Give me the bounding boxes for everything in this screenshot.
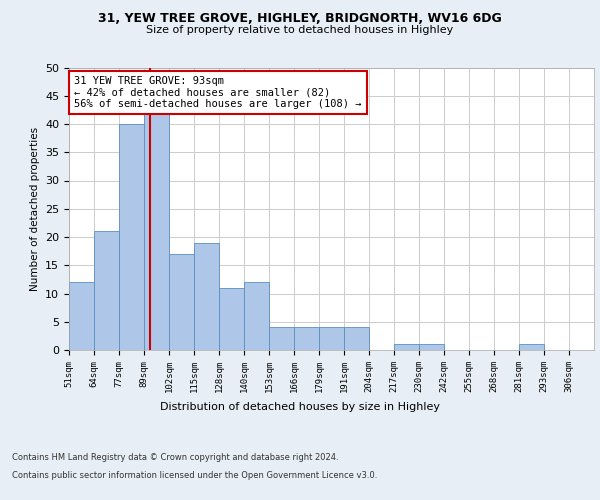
Bar xyxy=(519,344,544,350)
Bar xyxy=(394,344,419,350)
Text: Contains HM Land Registry data © Crown copyright and database right 2024.: Contains HM Land Registry data © Crown c… xyxy=(12,454,338,462)
Text: 31, YEW TREE GROVE, HIGHLEY, BRIDGNORTH, WV16 6DG: 31, YEW TREE GROVE, HIGHLEY, BRIDGNORTH,… xyxy=(98,12,502,26)
Bar xyxy=(319,328,344,350)
Bar xyxy=(419,344,444,350)
Bar xyxy=(144,112,169,350)
Text: 31 YEW TREE GROVE: 93sqm
← 42% of detached houses are smaller (82)
56% of semi-d: 31 YEW TREE GROVE: 93sqm ← 42% of detach… xyxy=(74,76,362,109)
Text: Contains public sector information licensed under the Open Government Licence v3: Contains public sector information licen… xyxy=(12,471,377,480)
Bar xyxy=(119,124,144,350)
Bar xyxy=(169,254,194,350)
Text: Distribution of detached houses by size in Highley: Distribution of detached houses by size … xyxy=(160,402,440,412)
Bar xyxy=(69,282,94,350)
Bar xyxy=(94,232,119,350)
Bar xyxy=(194,242,219,350)
Bar xyxy=(244,282,269,350)
Bar xyxy=(219,288,244,350)
Bar xyxy=(344,328,369,350)
Y-axis label: Number of detached properties: Number of detached properties xyxy=(29,126,40,291)
Bar xyxy=(269,328,294,350)
Bar xyxy=(294,328,319,350)
Text: Size of property relative to detached houses in Highley: Size of property relative to detached ho… xyxy=(146,25,454,35)
